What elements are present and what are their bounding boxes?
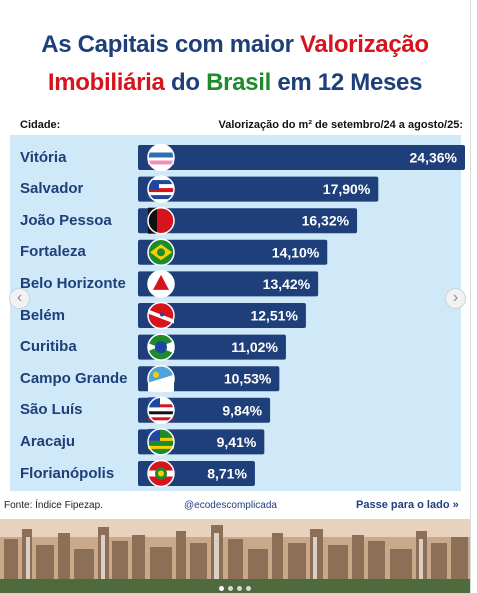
author-handle: @ecodescomplicada [184,500,277,511]
city-label: Salvador [20,180,84,198]
flag-ceara-icon [147,238,175,267]
flag-espirito-santo-icon [147,143,175,172]
title-part-highlight: Valorização [300,31,429,58]
city-label: Florianópolis [20,464,115,482]
flag-maranhao-icon [147,396,175,425]
city-label: Belém [20,306,66,324]
city-label: Fortaleza [20,243,86,261]
city-label: Aracaju [20,432,76,450]
carousel-dots [0,578,470,593]
carousel-dot[interactable] [246,586,251,591]
title-part-highlight: Imobiliária [47,69,165,96]
flag-paraiba-icon [147,206,175,235]
city-label: Curitiba [20,338,77,356]
city-column-header: Cidade: [20,119,61,131]
city-label: Vitória [20,148,67,166]
chart-title-line-1: As Capitais com maior Valorização [0,31,470,59]
city-label: João Pessoa [20,211,112,229]
carousel-dot[interactable] [237,586,242,591]
previous-slide-button[interactable]: ‹ [9,288,30,309]
carousel-dot[interactable] [228,586,233,591]
flag-mato-grosso-do-sul-icon [147,364,175,393]
flag-bahia-icon [147,175,175,203]
title-part-green: Brasil [206,69,271,96]
swipe-hint: Passe para o lado » [356,499,459,511]
next-slide-button[interactable]: › [445,288,466,309]
flag-parana-icon [147,333,175,361]
flag-santa-catarina-icon [147,459,175,488]
value-column-header: Valorização do m² de setembro/24 a agost… [218,119,463,131]
city-skyline-image [0,519,470,593]
title-part: do [164,69,207,96]
carousel-dot-active[interactable] [219,586,224,591]
flag-para-icon [147,301,175,330]
title-part: As Capitais com maior [41,31,301,58]
flag-sergipe-icon [147,428,175,456]
chart-title-line-2: Imobiliária do Brasil em 12 Meses [0,69,470,97]
title-part: em 12 Meses [270,69,423,96]
frame-divider [470,0,471,593]
city-label: Campo Grande [20,369,128,387]
city-label: Belo Horizonte [20,274,126,292]
city-label: São Luís [20,401,83,419]
flag-minas-gerais-icon [147,270,175,298]
source-note: Fonte: Índice Fipezap. [4,500,103,511]
